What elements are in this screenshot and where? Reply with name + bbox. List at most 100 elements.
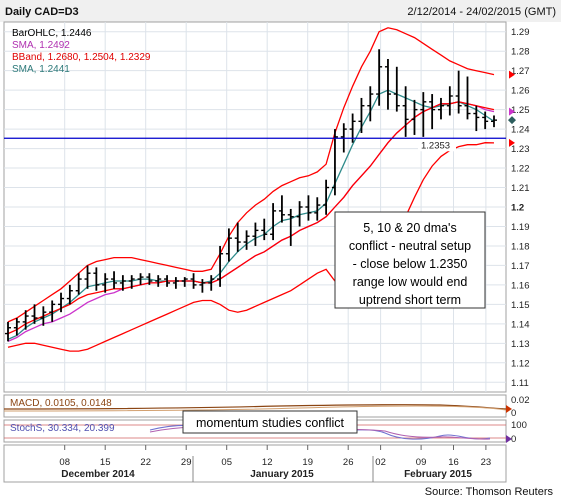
stochs-label: StochS, 30.334, 20.399 [10,423,115,434]
ohlc-bar [278,195,285,223]
y-tick-label: 1.15 [511,300,530,311]
macd-tick-zero: 0 [511,408,516,419]
header-bar [0,0,561,22]
source-credit: Source: Thomson Reuters [425,486,554,498]
ohlc-bar [66,284,73,305]
ohlc-bar [491,115,497,128]
ohlc-bar [137,273,144,285]
ohlc-bar [437,97,444,120]
y-tick-label: 1.18 [511,241,530,252]
chart-title: Daily CAD=D3 [5,6,79,18]
ohlc-bar [5,321,11,342]
ohlc-bar [40,306,47,326]
legend-sma-magenta: SMA, 1.2492 [12,40,70,51]
y-tick-label: 1.28 [511,47,530,58]
ohlc-bar [446,86,453,116]
y-tick-label: 1.22 [511,164,530,175]
annotation-line-2: conflict - neutral setup [349,239,471,253]
y-tick-label: 1.11 [511,378,529,389]
ohlc-bar [393,66,400,112]
ohlc-bar [111,271,118,289]
marker-sma-magenta [509,107,515,116]
macd-tick-top: 0.02 [511,395,530,406]
ohlc-bar [164,275,171,287]
marker-bband-upper [509,70,515,79]
ohlc-bar [455,70,462,114]
ohlc-bar [181,277,188,287]
ohlc-bar [234,222,241,252]
stochs-note: momentum studies conflict [196,416,345,430]
ohlc-bar [429,94,436,130]
x-tick-label: 15 [100,457,111,468]
ohlc-bar [155,275,162,287]
ohlc-bar [420,92,427,137]
date-range: 2/12/2014 - 24/02/2015 (GMT) [407,6,556,18]
x-tick-label: 29 [181,457,192,468]
ohlc-bar [190,273,197,289]
y-tick-label: 1.23 [511,144,530,155]
series-line-bband-2 [7,27,495,323]
annotation-box: 5, 10 & 20 dma's conflict - neutral setu… [334,211,486,309]
ohlc-bar [482,111,489,130]
ohlc-bar [58,292,65,313]
support-label: 1.2353 [421,140,450,151]
y-tick-label: 1.29 [511,27,530,38]
ohlc-bar [13,318,20,336]
ohlc-bar [243,230,250,250]
y-tick-label: 1.25 [511,105,530,116]
ohlc-bar [252,222,259,246]
ohlc-bar [146,273,153,285]
x-tick-label: 09 [416,457,427,468]
ohlc-bar [119,275,126,291]
macd-marker [506,405,512,413]
x-tick-label: 23 [481,457,492,468]
ohlc-bar [208,275,215,291]
ohlc-bar [217,245,224,287]
ohlc-bar [225,228,232,262]
macd-line [3,403,507,410]
x-tick-label: 08 [59,457,70,468]
stochs-tick-top: 100 [511,420,527,431]
ohlc-bars [5,49,497,342]
ohlc-bar [402,86,409,137]
ohlc-bar [296,201,303,227]
y-tick-label: 1.17 [511,261,530,272]
series-line-sma-1 [7,89,495,340]
x-tick-label: 12 [262,457,273,468]
x-tick-label: 02 [375,457,386,468]
annotation-line-3: - close below 1.2350 [353,257,468,271]
ohlc-bar [49,300,56,322]
y-tick-label: 1.14 [511,319,530,330]
month-label-january: January 2015 [250,469,314,480]
legend-bband: BBand, 1.2680, 1.2504, 1.2329 [12,52,151,63]
stochs-note-box [182,410,358,434]
ohlc-bar [172,277,179,289]
stochs-marker [506,435,512,443]
ohlc-bar [358,97,365,133]
stochs-tick-zero: 0 [511,434,516,445]
ohlc-bar [367,86,374,122]
ohlc-bar [464,76,471,120]
x-axis: 08 15 22 29 05 12 19 26 02 09 16 23 [59,445,491,468]
x-tick-label: 19 [302,457,313,468]
y-tick-label: 1.2 [511,203,524,214]
month-label-february: February 2015 [404,469,472,480]
ohlc-bar [93,267,100,291]
ohlc-bar [22,310,29,330]
series-line-bband-4 [7,142,495,352]
ohlc-bar [75,273,82,295]
y-tick-label: 1.27 [511,66,530,77]
y-tick-label: 1.16 [511,280,530,291]
y-tick-label: 1.19 [511,222,530,233]
x-axis-area [3,444,507,483]
annotation-line-5: uptrend short term [359,293,461,307]
ohlc-bar [314,197,321,221]
y-tick-label: 1.26 [511,86,530,97]
marker-bband-lower [509,138,515,147]
ohlc-bar [84,265,91,289]
y-axis: 1.111.121.131.141.151.161.171.181.191.21… [511,27,530,389]
ohlc-bar [331,129,338,196]
ohlc-bar [261,218,268,241]
ohlc-bar [305,195,312,221]
